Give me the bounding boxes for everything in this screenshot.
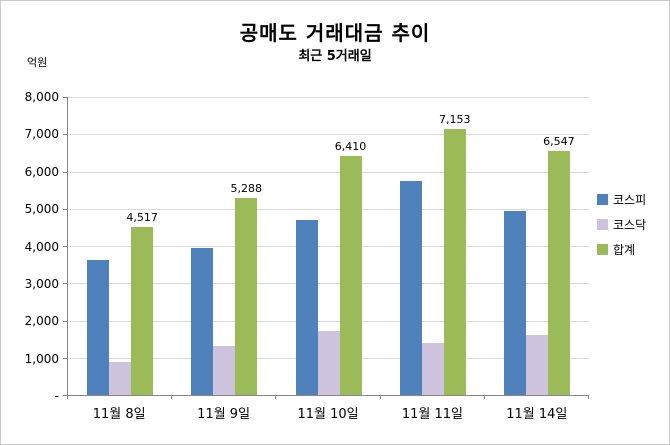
gridline — [68, 171, 589, 173]
x-tick-mark — [483, 395, 485, 399]
legend-swatch-icon — [597, 244, 608, 255]
bar-series-2: 6,410 — [335, 140, 366, 395]
y-tick-mark — [63, 357, 68, 359]
bar-series-1 — [213, 345, 236, 395]
y-tick-label: 1,000 — [24, 351, 59, 366]
bar-groups: 4,517 5,288 6,410 7,153 6,547 — [68, 97, 589, 395]
x-tick-mark — [275, 395, 277, 399]
bar-series-0 — [295, 220, 318, 395]
legend-swatch-icon — [597, 219, 608, 230]
y-tick-label: 4,000 — [24, 239, 59, 254]
x-axis-label: 11월 8일 — [92, 407, 146, 422]
gridline — [68, 320, 589, 322]
bar-data-label: 6,410 — [334, 140, 367, 154]
y-tick-label: 2,000 — [24, 314, 59, 329]
bar-group: 5,288 — [172, 97, 276, 395]
gridline — [68, 283, 589, 285]
bar-data-label: 5,288 — [230, 182, 263, 196]
bar-group: 6,547 — [485, 97, 589, 395]
gridline — [68, 97, 589, 98]
x-axis-labels: 11월 8일 11월 9일 11월 10일 11월 11일 11월 14일 — [67, 403, 589, 422]
bar-series-2: 6,547 — [543, 135, 575, 395]
legend-swatch-icon — [597, 194, 608, 205]
y-tick-mark — [63, 395, 68, 396]
legend-item-0: 코스피 — [597, 191, 646, 208]
bar-series-0 — [87, 260, 110, 395]
legend-label: 코스피 — [613, 193, 647, 207]
y-tick-label: 3,000 — [24, 276, 59, 291]
y-tick-label: 5,000 — [24, 202, 59, 217]
gridline — [68, 134, 589, 136]
x-tick-mark — [588, 395, 589, 399]
bar-group: 4,517 — [68, 97, 172, 395]
x-axis-label: 11월 14일 — [506, 407, 568, 422]
bar-series-2: 5,288 — [231, 182, 262, 395]
bar-series-1 — [525, 334, 548, 395]
y-tick-label: 6,000 — [24, 164, 59, 179]
bar-data-label: 4,517 — [126, 210, 158, 224]
chart-subtitle: 최근 5거래일 — [298, 49, 372, 64]
bar-series-0 — [503, 211, 526, 395]
bar-series-0 — [191, 247, 214, 395]
x-tick-mark — [171, 395, 173, 399]
y-tick-label: - — [54, 389, 59, 403]
y-axis-labels: 8,000 7,000 6,000 5,000 4,000 3,000 2,000 1,000… — [1, 91, 59, 402]
y-tick-label: 8,000 — [24, 90, 59, 104]
y-tick-mark — [63, 320, 68, 322]
x-tick-mark — [379, 395, 381, 399]
y-tick-mark — [63, 246, 68, 247]
bar-series-2: 7,153 — [439, 113, 470, 395]
x-axis-label: 11월 11일 — [401, 407, 463, 422]
y-tick-mark — [63, 134, 68, 136]
bar-data-label: 7,153 — [438, 112, 471, 126]
bar-group: 6,410 — [276, 97, 380, 395]
bar-series-1 — [421, 342, 444, 395]
bar-series-1 — [317, 330, 340, 395]
plot-area: 4,517 5,288 6,410 7,153 6,547 — [63, 97, 589, 399]
y-tick-mark — [63, 208, 68, 210]
y-tick-mark — [63, 283, 68, 285]
bar-series-0 — [399, 181, 422, 395]
y-axis-unit-label: 억원 — [27, 56, 48, 69]
gridline — [68, 246, 589, 247]
legend-item-1: 코스닥 — [597, 216, 646, 233]
bar-group: 7,153 — [381, 97, 485, 395]
x-axis-label: 11월 9일 — [197, 407, 251, 422]
legend-label: 합계 — [613, 243, 636, 257]
legend-item-2: 합계 — [597, 241, 646, 258]
gridline — [68, 208, 589, 210]
bar-series-2: 4,517 — [126, 211, 158, 395]
bar-data-label: 6,547 — [543, 135, 575, 149]
y-tick-label: 7,000 — [24, 127, 59, 142]
x-tick-mark — [67, 395, 68, 399]
bar-series-1 — [109, 361, 132, 395]
x-axis-label: 11월 10일 — [297, 407, 359, 422]
y-tick-mark — [63, 97, 68, 98]
y-tick-mark — [63, 171, 68, 173]
legend-label: 코스닥 — [613, 218, 647, 232]
chart-title: 공매도 거래대금 추이 — [239, 21, 431, 45]
